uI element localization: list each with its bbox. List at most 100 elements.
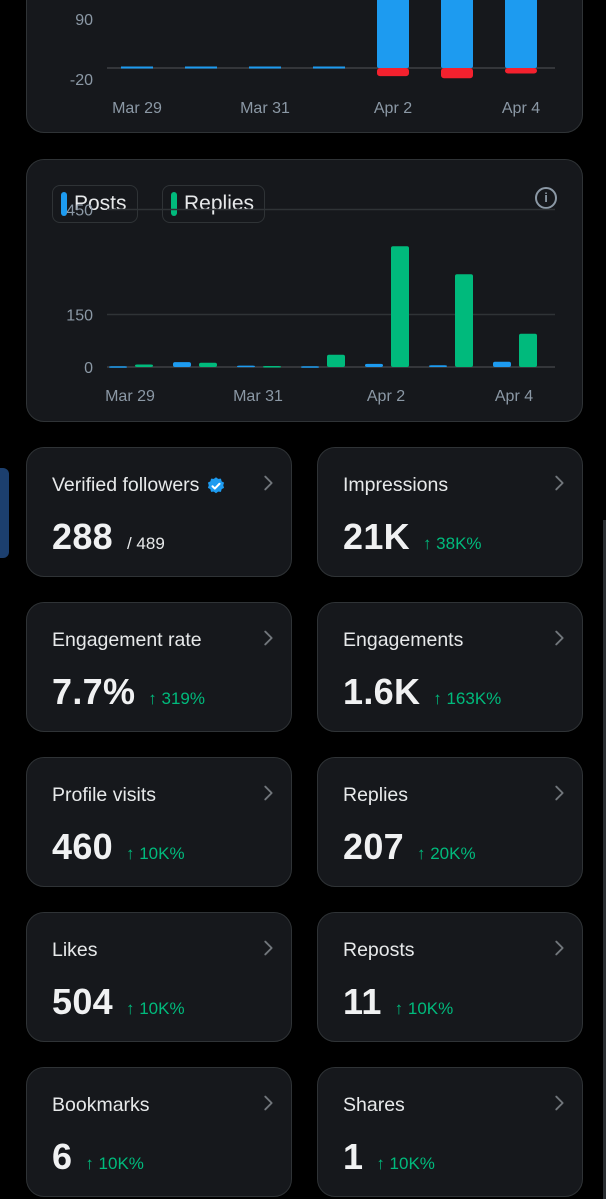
metric-card-likes[interactable]: Likes 504 ↑ 10K% [26, 912, 292, 1042]
metric-delta: ↑ 163K% [433, 689, 502, 708]
metric-value-row: 504 ↑ 10K% [52, 981, 185, 1023]
y-tick-label: 150 [66, 308, 93, 325]
metric-card-shares[interactable]: Shares 1 ↑ 10K% [317, 1067, 583, 1197]
metric-value-row: 7.7% ↑ 319% [52, 671, 205, 713]
bar-positive [249, 66, 281, 69]
bar-replies [135, 364, 153, 367]
metric-card-verified-followers[interactable]: Verified followers 288 / 489 [26, 447, 292, 577]
bar-positive [377, 0, 409, 68]
y-tick-label: -20 [70, 72, 93, 89]
bar-replies [519, 333, 537, 367]
metric-denominator: / 489 [126, 534, 165, 553]
chevron-right-icon [555, 1095, 564, 1111]
bar-replies [263, 365, 281, 368]
metric-value-row: 21K ↑ 38K% [343, 516, 482, 558]
metric-label-text: Engagement rate [52, 629, 202, 651]
net-followers-chart: 90 -20 Mar 29 Mar 31 Apr 2 Apr 4 [70, 0, 555, 117]
legend-posts-toggle[interactable]: Posts [52, 185, 138, 223]
y-tick-label: 450 [66, 203, 93, 220]
metric-label-text: Shares [343, 1094, 405, 1116]
metric-value-row: 460 ↑ 10K% [52, 826, 185, 868]
metric-card-engagement-rate[interactable]: Engagement rate 7.7% ↑ 319% [26, 602, 292, 732]
metric-card-engagements[interactable]: Engagements 1.6K ↑ 163K% [317, 602, 583, 732]
metric-delta: ↑ 10K% [376, 1154, 435, 1173]
metric-label: Profile visits [52, 784, 156, 807]
bar-positive [441, 0, 473, 68]
bar-posts [173, 362, 191, 367]
bar-positive [313, 66, 345, 69]
chevron-right-icon [555, 475, 564, 491]
bar-negative [377, 68, 409, 77]
metric-delta: ↑ 38K% [422, 534, 482, 553]
bar-replies [455, 274, 473, 367]
chevron-right-icon [555, 940, 564, 956]
replies-swatch [171, 192, 177, 216]
metric-delta: ↑ 10K% [85, 1154, 144, 1173]
x-tick-label: Mar 31 [233, 388, 283, 405]
metric-label: Reposts [343, 939, 415, 962]
posts-swatch [61, 192, 67, 216]
metric-label-text: Engagements [343, 629, 464, 651]
x-tick-label: Mar 29 [105, 388, 155, 405]
metric-label: Replies [343, 784, 408, 807]
bar-positive [185, 66, 217, 69]
metric-value: 1 [343, 1136, 364, 1177]
bar-replies [199, 362, 217, 367]
y-tick-label: 0 [84, 360, 93, 377]
metric-value-row: 6 ↑ 10K% [52, 1136, 144, 1178]
metric-value: 504 [52, 981, 113, 1022]
bar-positive [121, 66, 153, 69]
metric-card-impressions[interactable]: Impressions 21K ↑ 38K% [317, 447, 583, 577]
bar-posts [365, 363, 383, 367]
bar-posts [109, 366, 127, 368]
metric-value: 1.6K [343, 671, 421, 712]
x-tick-label: Apr 2 [367, 388, 405, 405]
metric-label: Bookmarks [52, 1094, 150, 1117]
chevron-right-icon [264, 940, 273, 956]
metric-label: Likes [52, 939, 98, 962]
x-tick-label: Apr 2 [374, 100, 412, 117]
metric-label: Impressions [343, 474, 448, 497]
metric-label: Engagement rate [52, 629, 202, 652]
x-tick-label: Apr 4 [502, 100, 540, 117]
metric-card-bookmarks[interactable]: Bookmarks 6 ↑ 10K% [26, 1067, 292, 1197]
metric-value-row: 207 ↑ 20K% [343, 826, 476, 868]
bar-positive [505, 0, 537, 68]
metric-delta: ↑ 20K% [416, 844, 476, 863]
x-tick-label: Mar 31 [240, 100, 290, 117]
metric-value-row: 11 ↑ 10K% [343, 981, 453, 1023]
bar-posts [237, 365, 255, 368]
metric-value: 207 [343, 826, 404, 867]
scrollbar[interactable] [603, 520, 606, 1199]
side-scroll-handle[interactable] [0, 468, 9, 558]
bar-replies [327, 354, 345, 367]
posts-replies-chart: 450 150 0 Mar 29 Mar 31 Apr 2 Apr 4 [66, 203, 555, 405]
metric-label-text: Verified followers [52, 474, 200, 496]
metric-label: Shares [343, 1094, 405, 1117]
x-tick-label: Mar 29 [112, 100, 162, 117]
posts-replies-chart-card: Posts Replies i 450 150 0 Mar 29 Mar 31 Apr 2… [26, 159, 583, 422]
chevron-right-icon [264, 785, 273, 801]
metric-label: Engagements [343, 629, 463, 652]
metric-label: Verified followers [52, 474, 226, 497]
metric-value: 460 [52, 826, 113, 867]
metric-label-text: Profile visits [52, 784, 157, 806]
metric-value: 7.7% [52, 671, 136, 712]
chevron-right-icon [264, 475, 273, 491]
metric-value-row: 1.6K ↑ 163K% [343, 671, 501, 713]
chevron-right-icon [555, 785, 564, 801]
metric-label-text: Replies [343, 784, 409, 806]
bar-negative [441, 68, 473, 79]
metric-value: 288 [52, 516, 113, 557]
info-icon[interactable]: i [535, 187, 557, 209]
bar-posts [429, 365, 447, 367]
metric-value: 11 [343, 981, 382, 1022]
metric-label-text: Reposts [343, 939, 415, 961]
metric-card-replies[interactable]: Replies 207 ↑ 20K% [317, 757, 583, 887]
net-followers-chart-card: 90 -20 Mar 29 Mar 31 Apr 2 Apr 4 [26, 0, 583, 133]
chevron-right-icon [264, 1095, 273, 1111]
bar-posts [301, 366, 319, 368]
bar-replies [391, 246, 409, 367]
metric-card-reposts[interactable]: Reposts 11 ↑ 10K% [317, 912, 583, 1042]
metric-card-profile-visits[interactable]: Profile visits 460 ↑ 10K% [26, 757, 292, 887]
